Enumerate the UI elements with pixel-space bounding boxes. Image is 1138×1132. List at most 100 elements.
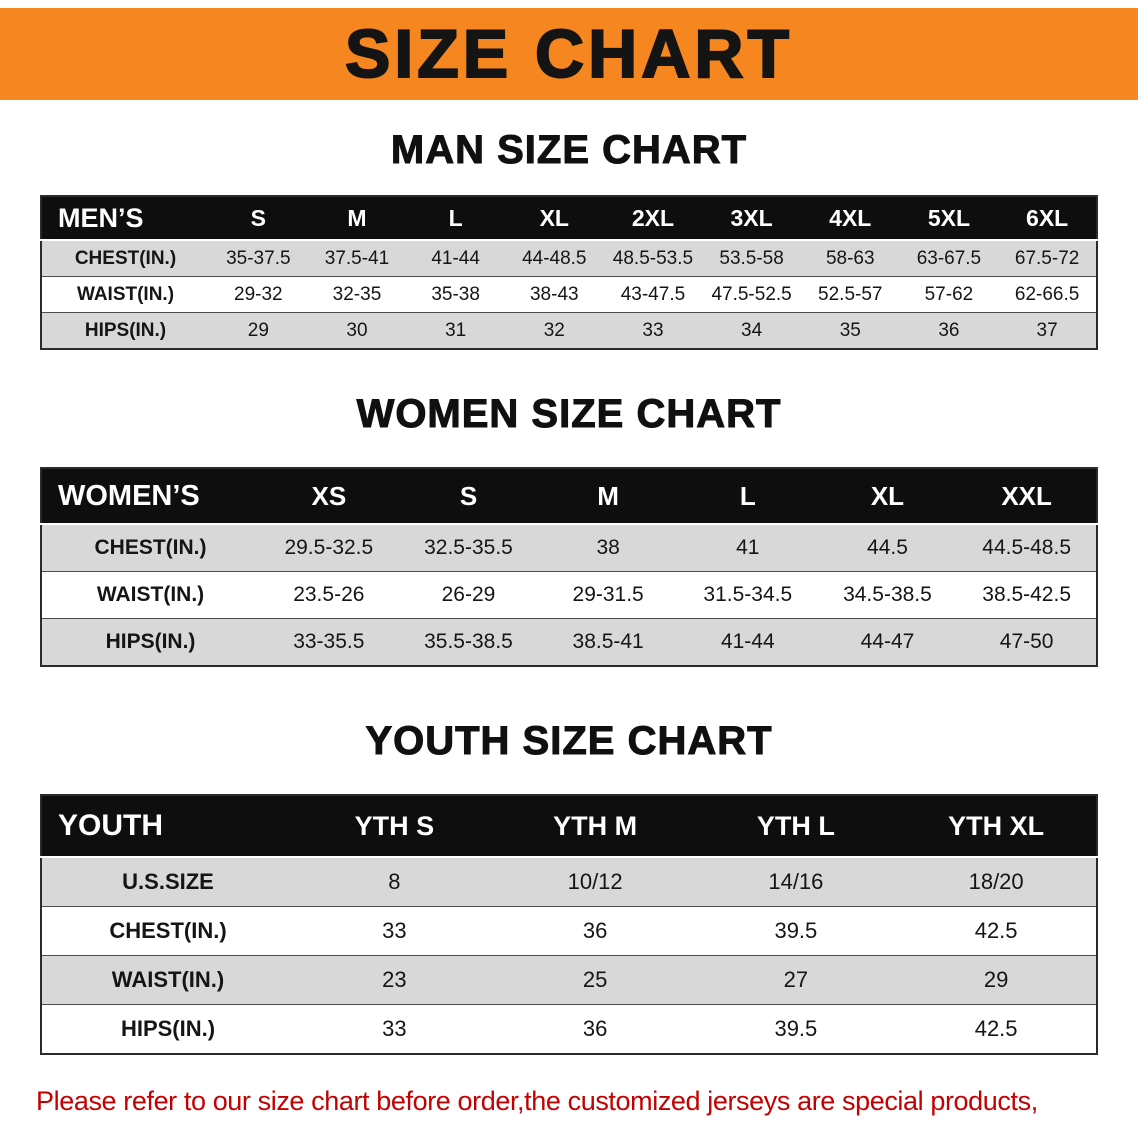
- value-cell: 62-66.5: [998, 276, 1097, 313]
- table-row: CHEST(IN.) 35-37.5 37.5-41 41-44 44-48.5 48.5…: [41, 239, 1097, 277]
- value-cell: 35.5-38.5: [398, 618, 539, 666]
- value-cell: 44-48.5: [504, 239, 604, 277]
- notice-line-2: we don’t accept cancel, change, teturn o…: [36, 1123, 1138, 1132]
- value-cell: 10/12: [494, 856, 696, 907]
- value-cell: 26-29: [398, 571, 539, 619]
- value-cell: 8: [294, 856, 495, 907]
- table-row: CHEST(IN.) 29.5-32.5 32.5-35.5 38 41 44.5 44.5…: [41, 523, 1097, 572]
- value-cell: 35-38: [406, 276, 505, 313]
- section-women: WOMEN SIZE CHART WOMEN’S XS S M L XL XXL CHEST(…: [0, 392, 1138, 667]
- size-chart-page: SIZE CHART MAN SIZE CHART MEN’S S M L XL 2XL 3…: [0, 8, 1138, 1132]
- value-cell: 29: [209, 312, 308, 349]
- row-label-cell: CHEST(IN.): [41, 239, 209, 277]
- value-cell: 23: [294, 955, 495, 1005]
- value-cell: 37: [998, 312, 1097, 349]
- page-title: SIZE CHART: [344, 15, 793, 93]
- value-cell: 37.5-41: [307, 239, 407, 277]
- value-cell: 44.5: [817, 523, 958, 572]
- size-header-cell: M: [307, 196, 407, 241]
- value-cell: 48.5-53.5: [603, 239, 703, 277]
- value-cell: 38.5-42.5: [957, 571, 1097, 619]
- row-label-cell: CHEST(IN.): [41, 906, 294, 956]
- size-header-cell: L: [406, 196, 505, 241]
- value-cell: 38.5-41: [538, 618, 678, 666]
- value-cell: 32.5-35.5: [398, 523, 539, 572]
- footer-notice: Please refer to our size chart before or…: [36, 1081, 1138, 1132]
- value-cell: 58-63: [800, 239, 900, 277]
- size-header-cell: 3XL: [702, 196, 801, 241]
- value-cell: 36: [899, 312, 999, 349]
- value-cell: 32-35: [307, 276, 407, 313]
- value-cell: 35: [800, 312, 900, 349]
- table-title-cell: WOMEN’S: [41, 468, 259, 525]
- men-size-table: MEN’S S M L XL 2XL 3XL 4XL 5XL 6XL CHEST(IN.) 35-37…: [40, 195, 1098, 350]
- table-row: WAIST(IN.) 29-32 32-35 35-38 38-43 43-47.5 47.…: [41, 276, 1097, 313]
- women-section-heading: WOMEN SIZE CHART: [356, 392, 782, 437]
- size-header-cell: YTH L: [695, 795, 897, 858]
- value-cell: 29-32: [209, 276, 308, 313]
- row-label-cell: HIPS(IN.): [41, 618, 259, 666]
- size-header-cell: YTH S: [294, 795, 495, 858]
- size-header-cell: M: [538, 468, 678, 525]
- section-men: MAN SIZE CHART MEN’S S M L XL 2XL 3XL 4XL 5XL 6XL…: [0, 128, 1138, 350]
- value-cell: 29: [896, 955, 1097, 1005]
- value-cell: 52.5-57: [800, 276, 900, 313]
- value-cell: 30: [307, 312, 407, 349]
- value-cell: 67.5-72: [998, 239, 1097, 277]
- size-header-cell: XXL: [957, 468, 1097, 525]
- size-header-cell: 5XL: [899, 196, 999, 241]
- row-label-cell: CHEST(IN.): [41, 523, 259, 572]
- table-header-row: YOUTH YTH S YTH M YTH L YTH XL: [41, 795, 1097, 858]
- value-cell: 43-47.5: [603, 276, 703, 313]
- size-header-cell: L: [677, 468, 818, 525]
- men-section-heading: MAN SIZE CHART: [390, 128, 748, 173]
- size-header-cell: XL: [817, 468, 958, 525]
- row-label-cell: HIPS(IN.): [41, 1004, 294, 1054]
- value-cell: 47.5-52.5: [702, 276, 801, 313]
- value-cell: 39.5: [695, 1004, 897, 1054]
- value-cell: 41: [677, 523, 818, 572]
- table-row: HIPS(IN.) 33-35.5 35.5-38.5 38.5-41 41-44 44-…: [41, 618, 1097, 666]
- value-cell: 31.5-34.5: [677, 571, 818, 619]
- value-cell: 44.5-48.5: [957, 523, 1097, 572]
- size-header-cell: XS: [259, 468, 399, 525]
- value-cell: 27: [695, 955, 897, 1005]
- notice-line-1: Please refer to our size chart before or…: [36, 1086, 1038, 1116]
- banner: SIZE CHART: [0, 8, 1138, 100]
- size-header-cell: 6XL: [998, 196, 1097, 241]
- size-header-cell: 4XL: [800, 196, 900, 241]
- table-title-cell: YOUTH: [41, 795, 294, 858]
- value-cell: 33: [603, 312, 703, 349]
- row-label-cell: WAIST(IN.): [41, 276, 209, 313]
- value-cell: 31: [406, 312, 505, 349]
- youth-section-heading: YOUTH SIZE CHART: [365, 719, 773, 764]
- table-row: U.S.SIZE 8 10/12 14/16 18/20: [41, 856, 1097, 907]
- value-cell: 35-37.5: [209, 239, 308, 277]
- table-header-row: WOMEN’S XS S M L XL XXL: [41, 468, 1097, 525]
- size-header-cell: XL: [504, 196, 604, 241]
- value-cell: 34: [702, 312, 801, 349]
- value-cell: 41-44: [677, 618, 818, 666]
- value-cell: 47-50: [957, 618, 1097, 666]
- value-cell: 63-67.5: [899, 239, 999, 277]
- table-row: WAIST(IN.) 23 25 27 29: [41, 955, 1097, 1005]
- value-cell: 33: [294, 906, 495, 956]
- value-cell: 29.5-32.5: [259, 523, 399, 572]
- size-header-cell: 2XL: [603, 196, 703, 241]
- value-cell: 33: [294, 1004, 495, 1054]
- women-size-table: WOMEN’S XS S M L XL XXL CHEST(IN.) 29.5-32.5 32.5…: [40, 467, 1098, 667]
- row-label-cell: WAIST(IN.): [41, 571, 259, 619]
- size-header-cell: YTH M: [494, 795, 696, 858]
- table-row: CHEST(IN.) 33 36 39.5 42.5: [41, 906, 1097, 956]
- size-header-cell: YTH XL: [896, 795, 1097, 858]
- value-cell: 18/20: [896, 856, 1097, 907]
- value-cell: 53.5-58: [702, 239, 801, 277]
- table-row: HIPS(IN.) 29 30 31 32 33 34 35 36 37: [41, 312, 1097, 349]
- row-label-cell: WAIST(IN.): [41, 955, 294, 1005]
- table-title-cell: MEN’S: [41, 196, 209, 241]
- value-cell: 33-35.5: [259, 618, 399, 666]
- value-cell: 44-47: [817, 618, 958, 666]
- youth-size-table: YOUTH YTH S YTH M YTH L YTH XL U.S.SIZE 8 10/12…: [40, 794, 1098, 1055]
- value-cell: 41-44: [406, 239, 505, 277]
- value-cell: 39.5: [695, 906, 897, 956]
